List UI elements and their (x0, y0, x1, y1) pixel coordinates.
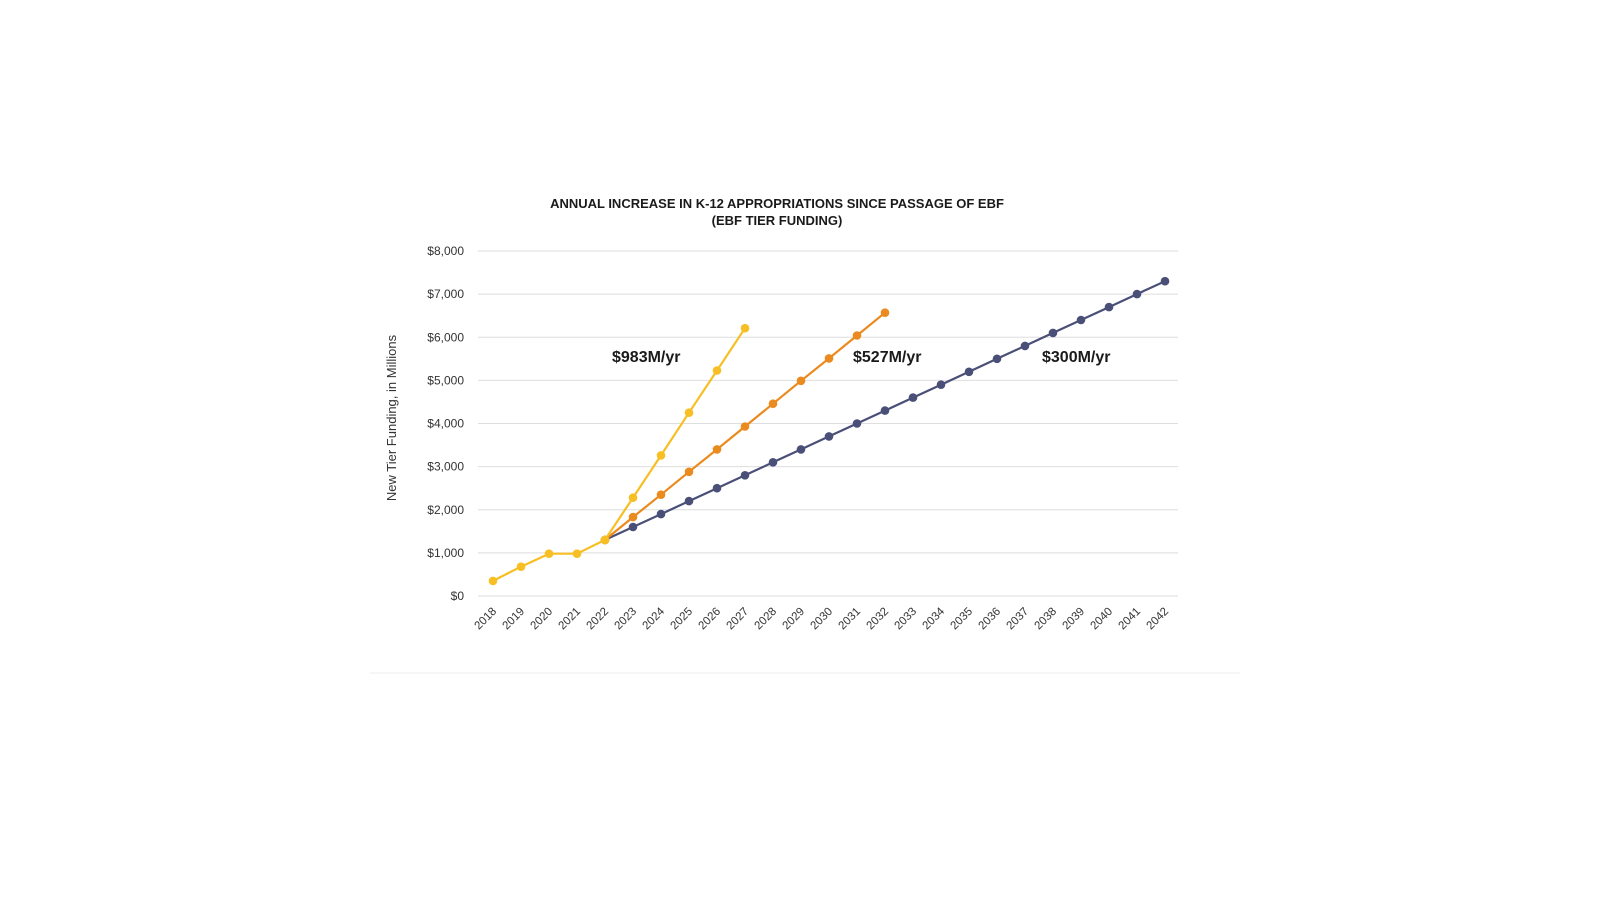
data-point (684, 467, 694, 477)
data-point (908, 393, 918, 402)
data-point (852, 419, 862, 428)
data-point (656, 490, 666, 500)
data-point (712, 483, 722, 493)
data-point (1160, 276, 1170, 286)
data-point (1104, 302, 1114, 312)
data-point (964, 367, 974, 377)
data-point (656, 509, 666, 519)
series (600, 308, 890, 545)
data-point (880, 406, 890, 415)
x-tick-label: 2041 (1117, 606, 1144, 633)
data-point (516, 562, 526, 571)
series-labels: $300M/yr $527M/yr $983M/yr (612, 349, 1111, 366)
y-tick-label: $8,000 (427, 244, 464, 258)
data-point (684, 408, 694, 418)
data-point (936, 380, 946, 390)
series-group (488, 276, 1170, 586)
x-tick-label: 2037 (1005, 606, 1032, 633)
x-tick-label: 2024 (641, 605, 668, 632)
data-point (544, 549, 554, 558)
x-tick-label: 2023 (613, 606, 640, 633)
y-tick-label: $2,000 (427, 503, 464, 517)
data-point (824, 354, 834, 363)
x-tick-label: 2027 (725, 606, 752, 633)
x-tick-label: 2042 (1145, 606, 1172, 633)
data-point (1132, 289, 1142, 299)
series-label: $983M/yr (612, 349, 681, 366)
y-tick-label: $1,000 (427, 546, 464, 560)
data-point (740, 323, 750, 333)
x-tick-label: 2038 (1033, 606, 1060, 633)
data-point (488, 576, 498, 586)
y-tick-label: $0 (451, 589, 465, 603)
data-point (768, 458, 778, 467)
data-point (628, 522, 638, 532)
series-label: $527M/yr (853, 349, 922, 366)
x-tick-label: 2025 (669, 606, 696, 633)
series-label: $300M/yr (1042, 349, 1111, 366)
series-line (491, 327, 747, 583)
x-tick-label: 2018 (473, 606, 500, 633)
x-tick-label: 2019 (501, 606, 528, 633)
data-point (572, 549, 582, 558)
x-tick-label: 2028 (753, 606, 780, 633)
x-tick-label: 2022 (585, 606, 612, 633)
y-tick-label: $5,000 (427, 373, 464, 387)
x-tick-label: 2030 (809, 606, 836, 633)
data-point (880, 308, 890, 318)
y-tick-label: $3,000 (427, 460, 464, 474)
grid-lines (478, 250, 1178, 597)
x-tick-label: 2033 (893, 606, 920, 633)
data-point (600, 535, 610, 545)
data-point (656, 451, 666, 460)
data-point (684, 496, 694, 506)
data-point (740, 422, 750, 431)
x-tick-label: 2026 (697, 606, 724, 633)
y-tick-label: $4,000 (427, 417, 464, 431)
data-point (628, 512, 638, 522)
x-tick-label: 2029 (781, 606, 808, 633)
x-tick-label: 2020 (529, 606, 556, 633)
data-point (796, 376, 806, 386)
data-point (1076, 315, 1086, 325)
x-tick-label: 2039 (1061, 606, 1088, 633)
x-tick-label: 2021 (557, 606, 584, 633)
x-tick-label: 2035 (949, 606, 976, 633)
y-tick-label: $6,000 (427, 330, 464, 344)
data-point (712, 366, 722, 375)
data-point (824, 432, 834, 441)
chart-subtitle: (EBF TIER FUNDING) (712, 213, 843, 228)
data-point (712, 445, 722, 454)
y-axis-label: New Tier Funding, in Millions (384, 334, 399, 501)
x-axis-ticks: 2018 2019 2020 2021 2022 2023 2024 2025 2026 2027… (473, 605, 1172, 632)
data-point (740, 471, 750, 480)
x-tick-label: 2031 (837, 606, 864, 633)
data-point (852, 331, 862, 340)
chart-title-group: ANNUAL INCREASE IN K-12 APPROPRIATIONS S… (550, 196, 1004, 228)
y-axis-ticks: $0 $1,000 $2,000 $3,000 $4,000 $5,000 $6,000 $7… (427, 244, 464, 603)
x-tick-label: 2036 (977, 606, 1004, 633)
data-point (992, 354, 1002, 364)
chart-title: ANNUAL INCREASE IN K-12 APPROPRIATIONS S… (550, 196, 1004, 211)
data-point (796, 445, 806, 454)
data-point (1048, 328, 1058, 338)
x-tick-label: 2040 (1089, 606, 1116, 633)
y-tick-label: $7,000 (427, 287, 464, 301)
series (488, 323, 750, 586)
data-point (628, 493, 638, 503)
x-tick-label: 2032 (865, 606, 892, 633)
data-point (768, 399, 778, 409)
data-point (1020, 341, 1030, 351)
x-tick-label: 2034 (921, 605, 948, 632)
